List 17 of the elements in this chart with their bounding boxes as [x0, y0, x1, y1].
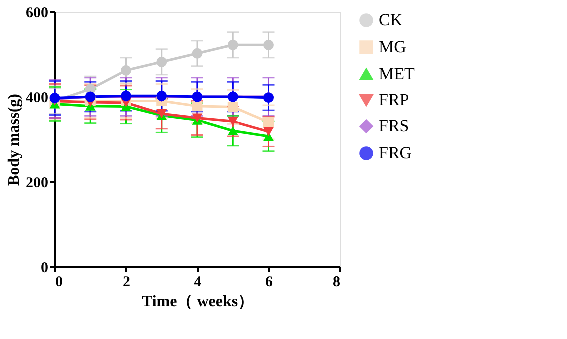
x-tick-label: 4: [194, 274, 202, 290]
y-tick-label: 200: [26, 176, 48, 192]
y-tick-label: 0: [41, 260, 48, 276]
legend-label: MET: [379, 64, 416, 84]
y-tick-label: 600: [26, 6, 48, 22]
legend-label: MG: [379, 38, 406, 56]
y-tick-label: 400: [26, 90, 48, 106]
legend-label: CK: [379, 10, 404, 30]
legend-label: FRG: [379, 144, 412, 162]
legend-label: FRP: [379, 90, 410, 110]
legend-label: FRS: [379, 116, 410, 136]
x-tick-label: 0: [56, 274, 63, 290]
x-axis-title: Time（ weeks）: [142, 294, 254, 310]
x-tick-label: 6: [266, 274, 274, 290]
y-axis-title: Body mass(g): [6, 94, 23, 186]
x-tick-label: 2: [123, 274, 130, 290]
x-tick-label: 8: [333, 274, 340, 290]
